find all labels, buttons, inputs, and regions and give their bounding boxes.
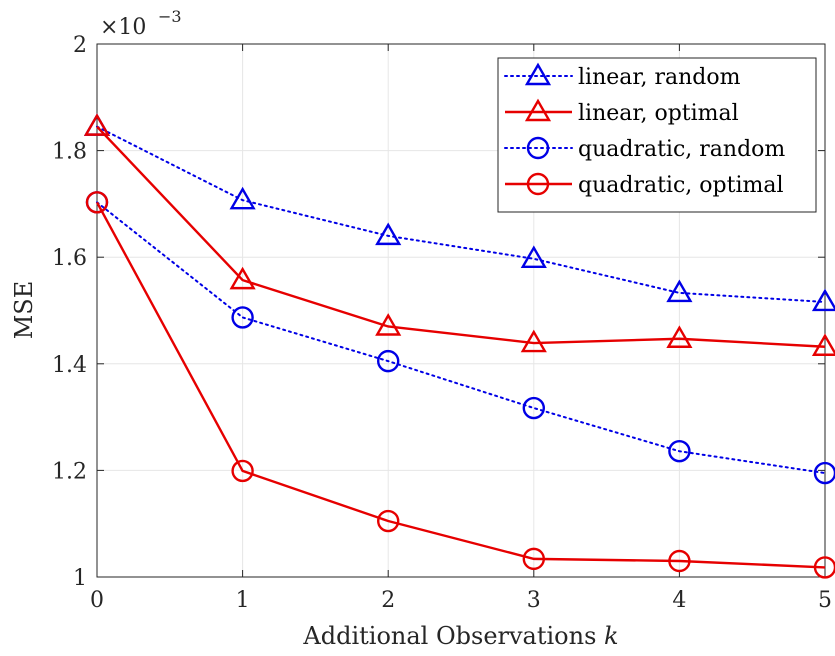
series-line xyxy=(96,125,826,303)
data-point-marker xyxy=(85,191,109,214)
data-point-marker xyxy=(375,222,402,246)
legend: linear, random linear, optimal quadratic, … xyxy=(497,57,817,213)
x-axis-label-variable: k xyxy=(604,622,619,650)
data-point-marker xyxy=(811,288,835,312)
x-tick-label: 4 xyxy=(672,588,686,613)
x-tick-label: 2 xyxy=(381,588,395,613)
y-tick-label: 1.6 xyxy=(52,246,87,271)
legend-label: linear, random xyxy=(578,65,741,90)
axis-ticks: 0 1 2 3 4 511.21.41.61.82 xyxy=(52,33,832,613)
series-linear-optimal xyxy=(83,113,835,356)
data-point-marker xyxy=(522,396,545,420)
data-point-marker xyxy=(229,266,256,290)
series-layer xyxy=(83,113,835,579)
data-point-marker xyxy=(666,325,693,348)
data-point-marker xyxy=(520,245,547,268)
y-tick-label: 1.2 xyxy=(52,459,87,484)
y-tick-label: 1.8 xyxy=(52,140,87,165)
series-line xyxy=(96,201,826,475)
data-point-marker xyxy=(231,459,254,483)
y-tick-label: 2 xyxy=(73,33,87,58)
legend-entry: quadratic, random xyxy=(504,136,785,162)
data-point-marker xyxy=(668,549,691,573)
data-point-marker xyxy=(377,349,400,373)
data-point-marker xyxy=(813,556,835,579)
data-point-marker xyxy=(813,461,835,485)
y-exponent-power: −3 xyxy=(158,7,182,26)
x-tick-label: 0 xyxy=(90,588,104,613)
legend-label: linear, optimal xyxy=(578,101,739,126)
series-line xyxy=(96,125,826,348)
legend-marker-sample xyxy=(524,62,552,86)
x-tick-label: 5 xyxy=(818,588,832,613)
data-point-marker xyxy=(668,440,691,463)
y-axis-label: MSE xyxy=(10,281,38,340)
data-point-marker xyxy=(83,113,111,136)
y-tick-label: 1.4 xyxy=(52,353,87,378)
data-point-marker xyxy=(377,509,400,533)
y-exponent-base: ×10 xyxy=(100,15,146,40)
legend-marker-sample xyxy=(524,98,552,122)
data-point-marker xyxy=(666,279,693,303)
legend-box xyxy=(497,57,817,213)
x-axis-label: Additional Observations k xyxy=(302,622,618,650)
legend-marker-sample xyxy=(526,136,550,160)
series-line xyxy=(95,201,826,569)
data-point-marker xyxy=(229,186,256,210)
legend-entry: linear, random xyxy=(504,62,741,90)
data-point-marker xyxy=(375,313,402,336)
x-tick-label: 3 xyxy=(527,588,541,613)
legend-label: quadratic, optimal xyxy=(578,173,784,198)
y-tick-label: 1 xyxy=(73,566,87,591)
legend-entry: linear, optimal xyxy=(505,98,739,126)
data-point-marker xyxy=(811,333,835,356)
legend-entry: quadratic, optimal xyxy=(505,172,784,198)
legend-label: quadratic, random xyxy=(578,137,785,162)
legend-marker-sample xyxy=(526,172,550,196)
data-point-marker xyxy=(231,306,254,329)
x-axis-label-text: Additional Observations xyxy=(302,622,596,650)
data-point-marker xyxy=(520,329,547,353)
x-tick-label: 1 xyxy=(236,588,250,613)
series-quadratic-optimal xyxy=(85,191,835,579)
data-point-marker xyxy=(522,547,545,571)
y-exponent-label: ×10 −3 xyxy=(100,7,182,40)
